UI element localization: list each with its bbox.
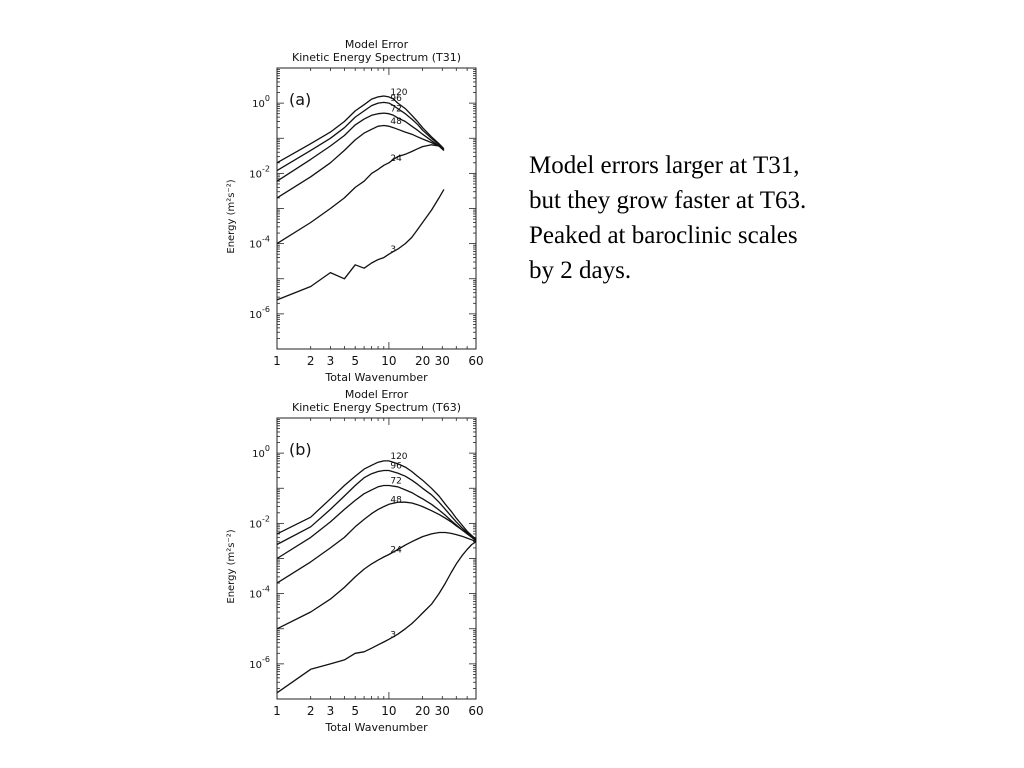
y-tick-label: 10-6 xyxy=(249,655,270,671)
series-label-120: 120 xyxy=(390,452,407,462)
chart-subtitle: Kinetic Energy Spectrum (T63) xyxy=(292,401,461,414)
y-tick-label: 10-6 xyxy=(249,305,270,321)
y-axis-label: Energy (m²s⁻²) xyxy=(226,529,237,603)
x-tick-label: 1 xyxy=(273,704,281,718)
series-line-72 xyxy=(276,112,445,182)
series-line-48 xyxy=(276,501,477,584)
y-tick-label: 100 xyxy=(252,94,270,110)
x-tick-label: 5 xyxy=(351,354,359,368)
y-tick-label: 10-4 xyxy=(249,235,270,251)
series-label-48: 48 xyxy=(390,495,402,505)
panel-label: (a) xyxy=(289,90,311,109)
x-tick-label: 30 xyxy=(435,704,450,718)
y-tick-label: 10-2 xyxy=(249,164,270,180)
series-label-96: 96 xyxy=(390,462,402,472)
series-label-96: 96 xyxy=(390,94,402,104)
series-label-3: 3 xyxy=(390,630,396,640)
plot-frame xyxy=(276,67,477,350)
x-tick-label: 10 xyxy=(381,704,396,718)
series-label-48: 48 xyxy=(390,117,402,127)
chart-title: Model Error xyxy=(345,38,409,51)
x-tick-label: 3 xyxy=(327,704,335,718)
series-line-48 xyxy=(276,124,445,199)
x-tick-label: 5 xyxy=(351,704,359,718)
x-tick-label: 2 xyxy=(307,354,315,368)
x-tick-label: 60 xyxy=(468,704,483,718)
plot-frame xyxy=(276,417,477,700)
series-line-120 xyxy=(276,460,477,540)
x-axis-label: Total Wavenumber xyxy=(324,371,428,384)
x-axis-label: Total Wavenumber xyxy=(324,721,428,734)
series-line-24 xyxy=(276,144,445,245)
series-line-120 xyxy=(276,95,445,164)
side-text-line-2: but they grow faster at T63. xyxy=(529,187,807,214)
y-tick-label: 10-4 xyxy=(249,585,270,601)
side-text-line-3: Peaked at baroclinic scales xyxy=(529,222,798,249)
series-label-72: 72 xyxy=(390,105,401,115)
series-line-96 xyxy=(276,101,445,172)
chart-title: Model Error xyxy=(345,388,409,401)
series-line-96 xyxy=(276,469,477,546)
panel-label: (b) xyxy=(289,440,312,459)
x-tick-label: 30 xyxy=(435,354,450,368)
chart-subtitle: Kinetic Energy Spectrum (T31) xyxy=(292,51,461,64)
y-tick-label: 100 xyxy=(252,444,270,460)
x-tick-label: 1 xyxy=(273,354,281,368)
y-axis-label: Energy (m²s⁻²) xyxy=(226,179,237,253)
series-label-120: 120 xyxy=(390,88,407,98)
x-tick-label: 60 xyxy=(468,354,483,368)
side-text-line-1: Model errors larger at T31, xyxy=(529,152,800,179)
series-line-72 xyxy=(276,484,477,560)
x-tick-label: 3 xyxy=(327,354,335,368)
x-tick-label: 20 xyxy=(415,704,430,718)
series-line-3 xyxy=(276,189,445,301)
series-label-24: 24 xyxy=(390,154,402,164)
x-tick-label: 10 xyxy=(381,354,396,368)
y-tick-label: 10-2 xyxy=(249,514,270,530)
x-tick-label: 2 xyxy=(307,704,315,718)
side-text-line-4: by 2 days. xyxy=(529,257,632,284)
series-label-3: 3 xyxy=(390,245,396,255)
series-line-24 xyxy=(276,531,477,630)
x-tick-label: 20 xyxy=(415,354,430,368)
series-label-24: 24 xyxy=(390,545,402,555)
side-text-block: Model errors larger at T31, but they gro… xyxy=(529,148,949,288)
series-label-72: 72 xyxy=(390,476,401,486)
series-line-3 xyxy=(276,541,477,694)
